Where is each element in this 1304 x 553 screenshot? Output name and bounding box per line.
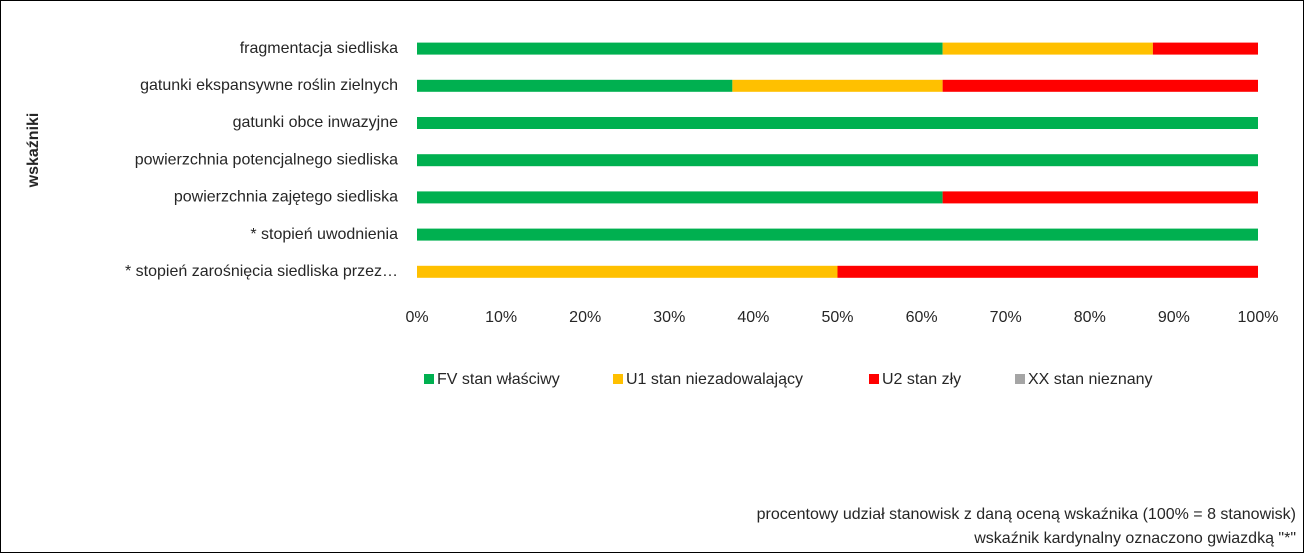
- bar-segment: [417, 117, 1258, 129]
- legend-label: U1 stan niezadowalający: [626, 371, 803, 388]
- legend-swatch: [424, 374, 434, 384]
- x-tick-label: 60%: [906, 309, 938, 326]
- legend-label: FV stan właściwy: [437, 371, 560, 388]
- x-tick-label: 100%: [1238, 309, 1279, 326]
- bar-segment: [1152, 42, 1258, 55]
- x-tick-label: 40%: [737, 309, 769, 326]
- x-tick-label: 80%: [1074, 309, 1106, 326]
- bar-segment: [417, 228, 1258, 241]
- x-tick-label: 90%: [1158, 309, 1190, 326]
- bar-segment: [417, 191, 943, 204]
- y-tick-label: powierzchnia zajętego siedliska: [174, 189, 398, 206]
- legend-swatch: [869, 374, 879, 384]
- bar-segment: [417, 265, 838, 278]
- bar-segment: [417, 79, 733, 92]
- bar-segment: [732, 79, 943, 92]
- legend-label: U2 stan zły: [882, 371, 961, 388]
- y-axis-label: wskaźniki: [25, 113, 42, 189]
- x-tick-label: 70%: [990, 309, 1022, 326]
- bar-segment: [942, 42, 1153, 55]
- y-tick-label: gatunki ekspansywne roślin zielnych: [140, 77, 398, 94]
- x-tick-label: 50%: [821, 309, 853, 326]
- bar-segment: [837, 265, 1258, 278]
- x-tick-label: 10%: [485, 309, 517, 326]
- note: procentowy udział stanowisk z daną oceną…: [757, 506, 1296, 523]
- bar-segment: [942, 191, 1258, 204]
- x-tick-label: 20%: [569, 309, 601, 326]
- y-tick-label: fragmentacja siedliska: [240, 40, 398, 57]
- x-tick-label: 30%: [653, 309, 685, 326]
- y-tick-label: * stopień uwodnienia: [250, 226, 398, 243]
- y-tick-label: * stopień zarośnięcia siedliska przez…: [125, 263, 398, 280]
- note: wskaźnik kardynalny oznaczono gwiazdką "…: [973, 530, 1296, 547]
- legend-swatch: [613, 374, 623, 384]
- bar-segment: [417, 42, 943, 55]
- x-tick-label: 0%: [405, 309, 428, 326]
- legend-swatch: [1015, 374, 1025, 384]
- bar-segment: [942, 79, 1258, 92]
- bar-segment: [417, 154, 1258, 167]
- legend-label: XX stan nieznany: [1028, 371, 1153, 388]
- y-tick-label: powierzchnia potencjalnego siedliska: [135, 151, 398, 168]
- y-tick-label: gatunki obce inwazyjne: [233, 114, 399, 131]
